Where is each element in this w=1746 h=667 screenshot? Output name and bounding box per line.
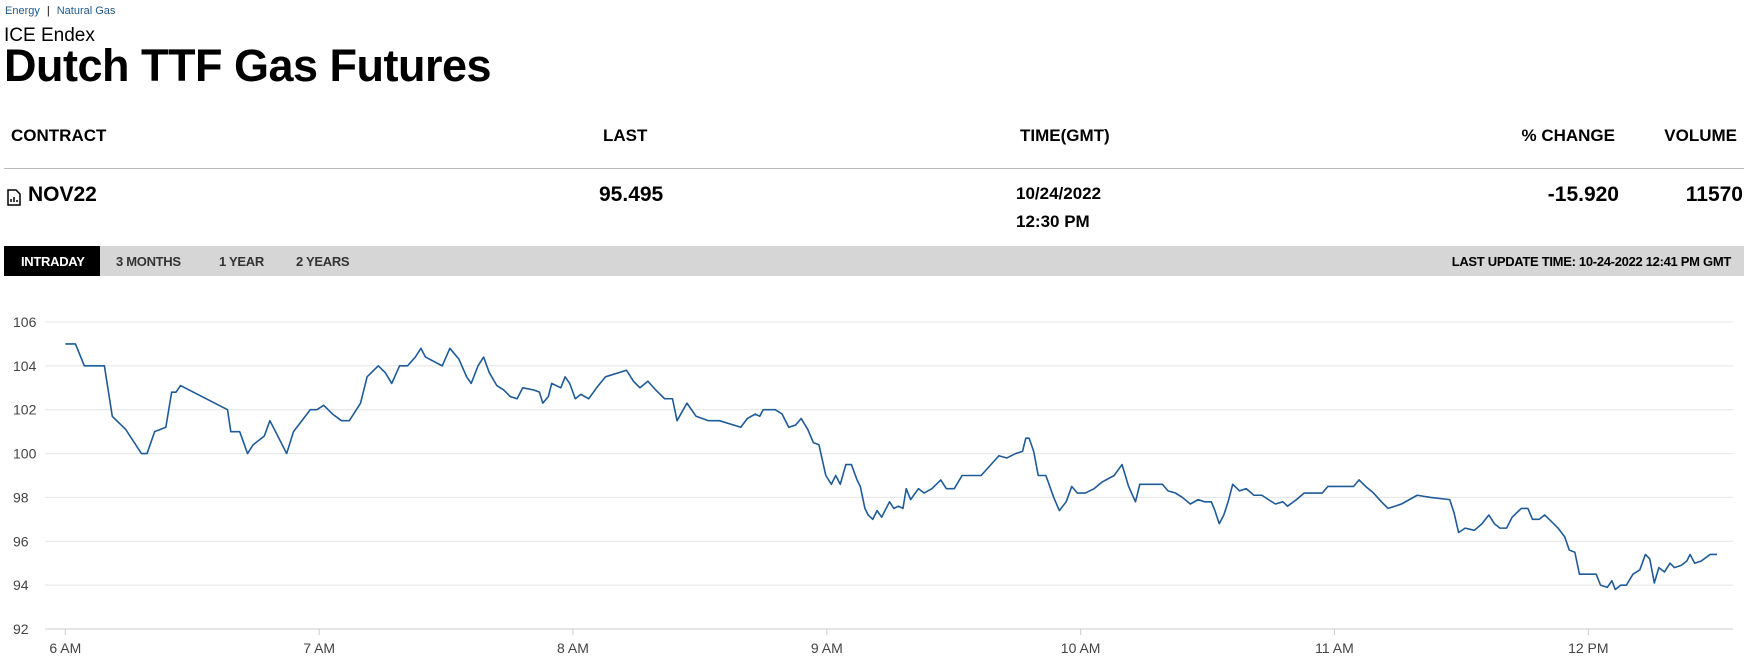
tab[interactable]: INTRADAY bbox=[21, 254, 85, 269]
exchange: ICE Endex bbox=[4, 25, 95, 46]
percent-change: -15.920 bbox=[1547, 183, 1619, 206]
y-tick-label: 96 bbox=[13, 533, 29, 549]
column-header: TIME(GMT) bbox=[1020, 126, 1110, 145]
column-header: VOLUME bbox=[1664, 126, 1737, 145]
chart: 92 94 96 98 100 102 104 106 6 AM 7 AM 8 AM 9 AM 10 A… bbox=[13, 314, 1733, 656]
y-tick-label: 92 bbox=[13, 621, 29, 637]
tab[interactable]: 2 YEARS bbox=[296, 254, 350, 269]
tab-bar bbox=[4, 246, 1744, 276]
trade-date: 10/24/2022 bbox=[1016, 184, 1102, 203]
trade-time: 12:30 PM bbox=[1016, 212, 1090, 231]
contract[interactable]: NOV22 bbox=[28, 183, 97, 206]
x-tick-label: 12 PM bbox=[1568, 640, 1608, 656]
x-tick-label: 9 AM bbox=[811, 640, 843, 656]
price-line bbox=[65, 343, 1718, 591]
y-tick-label: 98 bbox=[13, 489, 29, 505]
x-tick-label: 11 AM bbox=[1315, 640, 1354, 656]
last-price: 95.495 bbox=[599, 183, 664, 206]
column-header: % CHANGE bbox=[1521, 126, 1615, 145]
y-tick-label: 94 bbox=[13, 577, 29, 593]
volume: 11570 bbox=[1685, 183, 1743, 206]
active-tab-box bbox=[4, 246, 100, 276]
x-tick-label: 8 AM bbox=[557, 640, 589, 656]
divider bbox=[4, 168, 1744, 169]
tab[interactable]: 3 MONTHS bbox=[116, 254, 181, 269]
breadcrumb: Energy | Natural Gas bbox=[5, 5, 116, 17]
column-header: CONTRACT bbox=[11, 126, 107, 145]
y-tick-label: 100 bbox=[13, 446, 37, 462]
chart-icon[interactable] bbox=[7, 189, 21, 206]
breadcrumb-link[interactable]: Energy bbox=[5, 5, 40, 17]
tab[interactable]: 1 YEAR bbox=[219, 254, 264, 269]
x-tick-label: 6 AM bbox=[49, 640, 81, 656]
y-tick-label: 106 bbox=[13, 314, 37, 330]
last-update: LAST UPDATE TIME: 10-24-2022 12:41 PM GM… bbox=[1451, 254, 1732, 269]
x-tick-label: 10 AM bbox=[1061, 640, 1101, 656]
page-title: Dutch TTF Gas Futures bbox=[4, 40, 492, 91]
breadcrumb-link[interactable]: Natural Gas bbox=[56, 5, 116, 17]
x-tick-label: 7 AM bbox=[303, 640, 335, 656]
y-tick-label: 102 bbox=[13, 402, 37, 418]
column-header: LAST bbox=[603, 126, 648, 145]
y-tick-label: 104 bbox=[13, 358, 37, 374]
